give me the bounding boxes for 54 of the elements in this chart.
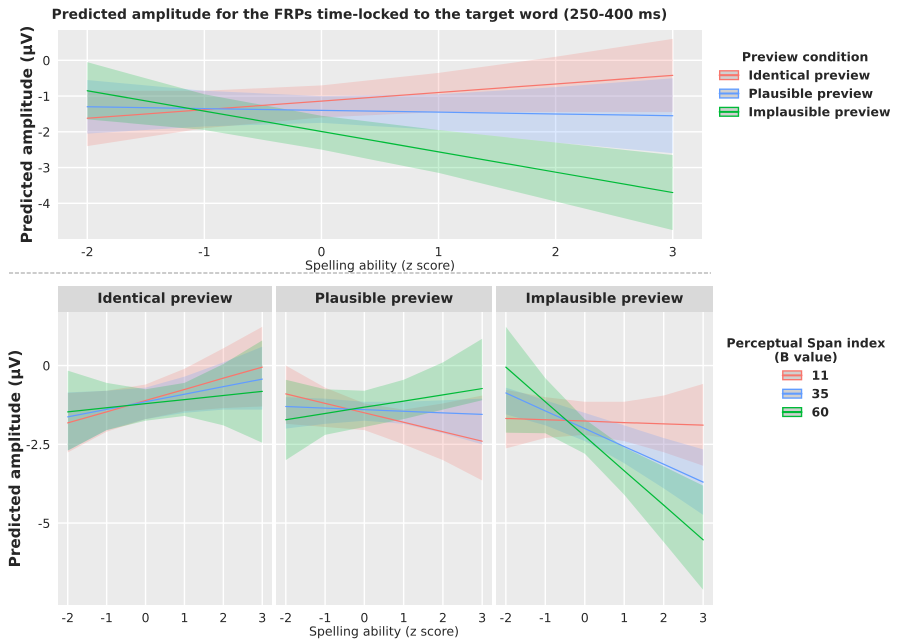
line-series xyxy=(67,378,263,418)
x-tick-label: -1 xyxy=(540,613,550,622)
legend-title: Preview condition xyxy=(743,52,868,62)
line-series xyxy=(86,90,674,194)
chart-title: Implausible preview xyxy=(526,292,683,306)
y-tick-label: -2.5 xyxy=(26,440,50,450)
line-series xyxy=(67,366,263,424)
x-tick-label: 1 xyxy=(622,613,628,622)
y-axis-title: Predicted amplitude (µV) xyxy=(20,26,36,242)
x-tick-label: -1 xyxy=(101,613,112,622)
x-tick-label: 2 xyxy=(440,612,446,622)
legend-label: Identical preview xyxy=(750,70,870,82)
x-axis-title: Spelling ability (z score) xyxy=(310,626,458,638)
x-tick-label: 3 xyxy=(700,612,706,622)
legend-title: Perceptual Span index (B value) xyxy=(728,338,886,364)
x-tick-label: -1 xyxy=(198,247,210,256)
x-tick-label: -1 xyxy=(319,613,330,622)
y-tick-label: 0 xyxy=(43,56,50,66)
line-series xyxy=(86,74,674,119)
x-tick-label: 2 xyxy=(552,246,558,256)
x-tick-label: 0 xyxy=(318,246,325,256)
x-tick-label: 3 xyxy=(259,612,266,622)
x-tick-label: -2 xyxy=(82,246,92,256)
x-axis-title: Spelling ability (z score) xyxy=(306,260,454,272)
x-tick-label: 2 xyxy=(220,612,226,622)
legend-label: 35 xyxy=(812,388,828,398)
x-tick-label: -2 xyxy=(62,612,73,622)
legend-label: Plausible preview xyxy=(750,88,873,100)
x-tick-label: 0 xyxy=(361,612,368,622)
x-tick-label: 2 xyxy=(660,612,666,622)
y-tick-label: -2 xyxy=(38,127,50,137)
y-tick-label: -5 xyxy=(38,518,50,528)
chart-title: Identical preview xyxy=(98,292,232,306)
x-tick-label: -2 xyxy=(500,612,511,622)
y-tick-label: 0 xyxy=(43,361,50,370)
x-tick-label: 1 xyxy=(436,247,442,256)
legend-label: Implausible preview xyxy=(750,106,890,119)
x-tick-label: 1 xyxy=(401,613,406,622)
x-tick-label: 0 xyxy=(142,612,149,622)
chart-title: Predicted amplitude for the FRPs time-locked to the target word (250-400 ms) xyxy=(52,8,666,22)
line-series xyxy=(86,106,674,116)
x-tick-label: -2 xyxy=(280,612,291,622)
x-tick-label: 3 xyxy=(479,612,486,622)
y-axis-title: Predicted amplitude (µV) xyxy=(8,350,24,566)
x-tick-label: 1 xyxy=(182,613,188,622)
y-tick-label: -3 xyxy=(38,163,50,172)
x-tick-label: 3 xyxy=(670,246,676,256)
legend-label: 60 xyxy=(812,407,828,417)
y-tick-label: -4 xyxy=(38,198,50,208)
line-series xyxy=(67,390,263,412)
chart-title: Plausible preview xyxy=(316,292,453,306)
y-tick-label: -1 xyxy=(38,92,50,101)
x-tick-label: 0 xyxy=(582,612,588,622)
legend-label: 11 xyxy=(812,370,828,380)
